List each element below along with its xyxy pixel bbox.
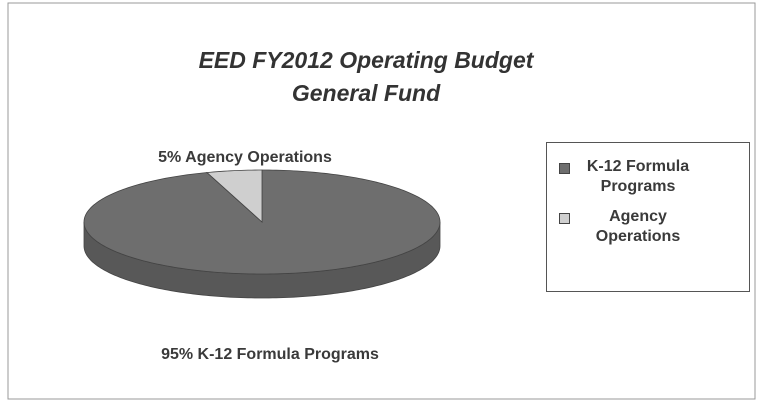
legend-label: Agency Operations <box>595 208 681 245</box>
pie-slice <box>206 169 263 223</box>
legend-entry: K-12 Formula Programs <box>559 157 739 197</box>
data-label: 95% K-12 Formula Programs <box>161 346 379 363</box>
legend-swatch <box>559 163 570 174</box>
legend-entry: Agency Operations <box>559 207 739 247</box>
legend-label: K-12 Formula Programs <box>586 158 690 195</box>
chart-subtitle: General Fund <box>292 80 441 106</box>
legend: K-12 Formula Programs Agency Operations <box>546 142 750 292</box>
legend-swatch <box>559 213 570 224</box>
chart-title: EED FY2012 Operating Budget <box>199 47 535 73</box>
data-label: 5% Agency Operations <box>158 149 332 166</box>
